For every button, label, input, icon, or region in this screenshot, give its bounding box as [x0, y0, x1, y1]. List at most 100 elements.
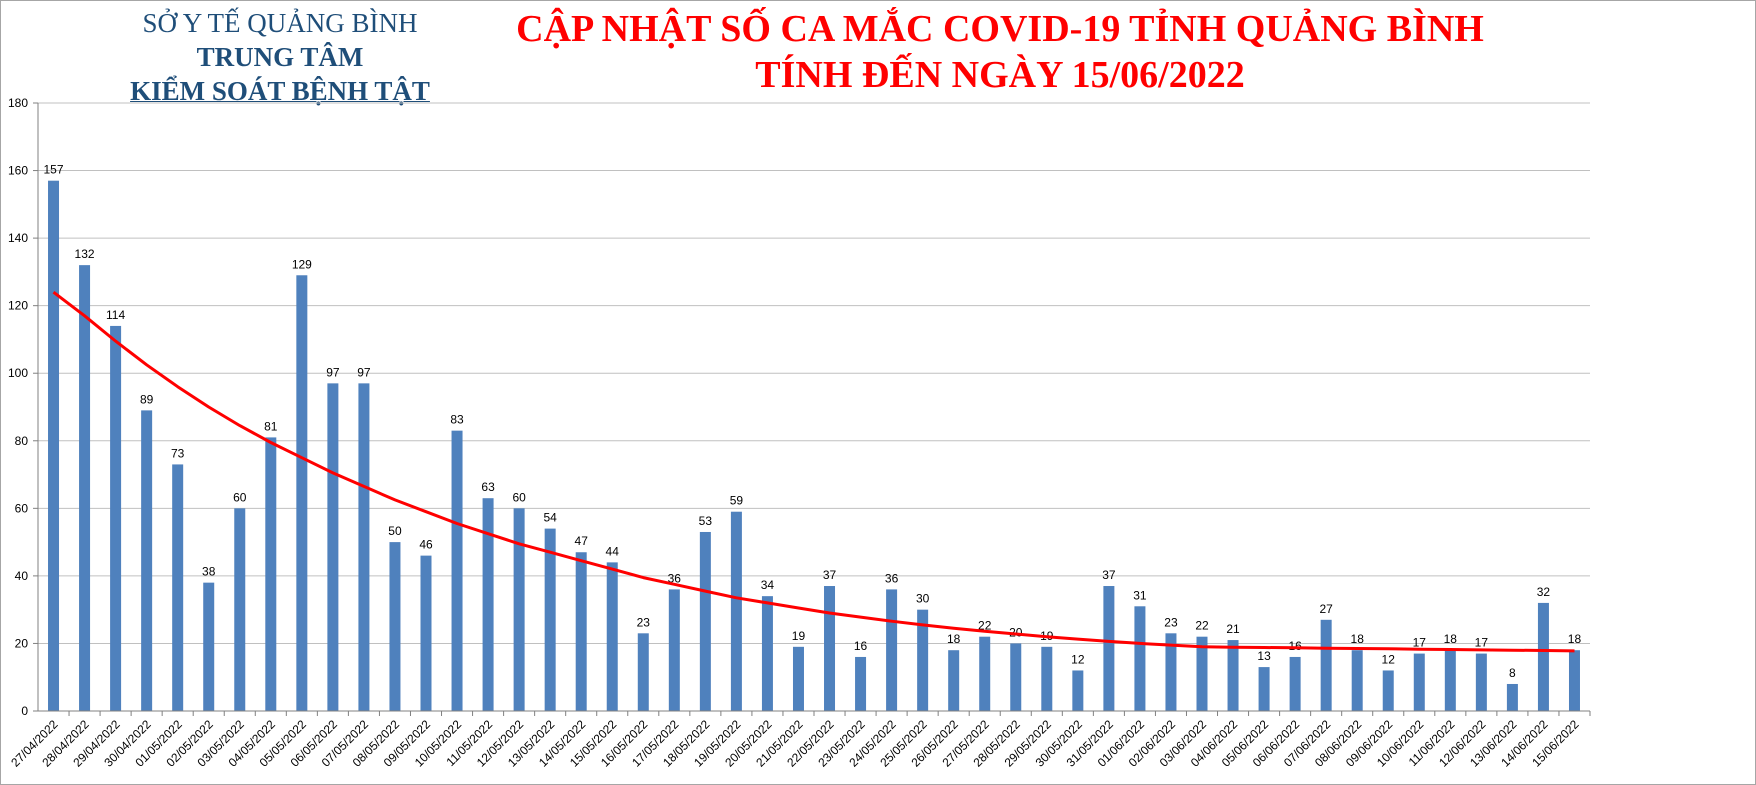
bar [1103, 586, 1115, 711]
bar [1134, 606, 1146, 711]
bar [606, 562, 618, 711]
y-tick-label: 160 [8, 164, 28, 178]
bar [886, 589, 898, 711]
y-axis: 0 20 40 60 80 100 120 140 160 180 [8, 96, 39, 718]
data-label: 20 [1009, 625, 1023, 639]
bar [1444, 650, 1456, 711]
data-label: 19 [792, 629, 806, 643]
data-label: 17 [1475, 636, 1489, 650]
data-label: 81 [264, 419, 278, 433]
data-label: 12 [1071, 652, 1085, 666]
y-tick-label: 100 [8, 366, 28, 380]
bar [1413, 653, 1425, 711]
data-label: 18 [1444, 632, 1458, 646]
data-label: 22 [1195, 619, 1209, 633]
bar [1568, 650, 1580, 711]
bar [699, 531, 711, 711]
bar [668, 589, 680, 711]
bar [1227, 640, 1239, 711]
y-tick-label: 20 [15, 636, 29, 650]
bar [948, 650, 960, 711]
bar [637, 633, 649, 711]
data-label: 37 [1102, 568, 1116, 582]
bar [792, 646, 804, 711]
chart-title-line1: CẬP NHẬT SỐ CA MẮC COVID-19 TỈNH QUẢNG B… [516, 8, 1484, 50]
bar [575, 552, 587, 711]
bar [761, 596, 773, 711]
bar [824, 586, 836, 711]
data-label: 46 [419, 538, 433, 552]
data-label: 17 [1413, 636, 1427, 650]
data-label: 8 [1509, 666, 1516, 680]
data-label: 60 [233, 490, 247, 504]
data-label: 23 [637, 615, 651, 629]
data-label: 18 [1351, 632, 1365, 646]
org-unit: KIỂM SOÁT BỆNH TẬT [130, 76, 430, 106]
bar [1351, 650, 1363, 711]
org-center: TRUNG TÂM [196, 42, 364, 72]
data-label: 16 [1288, 639, 1302, 653]
trendline-path [52, 291, 1575, 653]
bar [544, 528, 556, 711]
data-label: 22 [978, 619, 992, 633]
x-axis: 27/04/202228/04/202229/04/202230/04/2022… [8, 710, 1591, 770]
bar [917, 609, 929, 711]
data-label: 18 [1568, 632, 1582, 646]
chart-title: CẬP NHẬT SỐ CA MẮC COVID-19 TỈNH QUẢNG B… [440, 6, 1560, 98]
data-label: 36 [668, 571, 682, 585]
data-label: 97 [357, 365, 371, 379]
data-label: 16 [854, 639, 868, 653]
data-label: 114 [106, 308, 125, 322]
data-label: 34 [761, 578, 775, 592]
bar [48, 180, 60, 711]
bar [265, 437, 277, 711]
data-label: 63 [481, 480, 495, 494]
y-tick-label: 40 [15, 569, 29, 583]
data-label: 44 [606, 544, 620, 558]
data-label: 30 [916, 592, 930, 606]
bar [420, 555, 432, 711]
y-tick-label: 60 [15, 501, 29, 515]
bar [358, 383, 370, 711]
data-label: 73 [171, 446, 185, 460]
chart-title-line2: TÍNH ĐẾN NGÀY 15/06/2022 [755, 54, 1245, 96]
bar [1382, 670, 1394, 711]
bar [141, 410, 153, 711]
bar [451, 430, 463, 711]
bar [79, 265, 91, 711]
y-tick-label: 0 [21, 704, 28, 718]
y-tick-label: 120 [8, 299, 28, 313]
data-label: 53 [699, 514, 713, 528]
bar [1475, 653, 1487, 711]
bar [1258, 667, 1270, 711]
bar [1506, 683, 1518, 711]
org-department: SỞ Y TẾ QUẢNG BÌNH [142, 8, 418, 38]
bar [1041, 646, 1053, 711]
bar [1010, 643, 1022, 711]
bar [1165, 633, 1177, 711]
data-label: 157 [44, 163, 64, 177]
data-label: 23 [1164, 615, 1178, 629]
data-label: 83 [450, 413, 464, 427]
bar [203, 582, 215, 711]
bar [513, 508, 525, 711]
data-label: 89 [140, 392, 154, 406]
data-label: 36 [885, 571, 899, 585]
bars [48, 180, 1580, 711]
bar [172, 464, 184, 711]
data-label: 47 [575, 534, 589, 548]
data-label: 60 [512, 490, 526, 504]
bar [855, 656, 867, 711]
bar [110, 325, 122, 711]
data-label: 12 [1382, 652, 1396, 666]
bar [1072, 670, 1084, 711]
data-label: 38 [202, 565, 216, 579]
y-tick-label: 180 [8, 96, 28, 110]
organization-block: SỞ Y TẾ QUẢNG BÌNH TRUNG TÂM KIỂM SOÁT B… [100, 6, 460, 108]
data-label: 27 [1319, 602, 1333, 616]
y-tick-label: 140 [8, 231, 28, 245]
data-label: 129 [292, 257, 312, 271]
data-label: 21 [1226, 622, 1240, 636]
bar [730, 511, 742, 711]
